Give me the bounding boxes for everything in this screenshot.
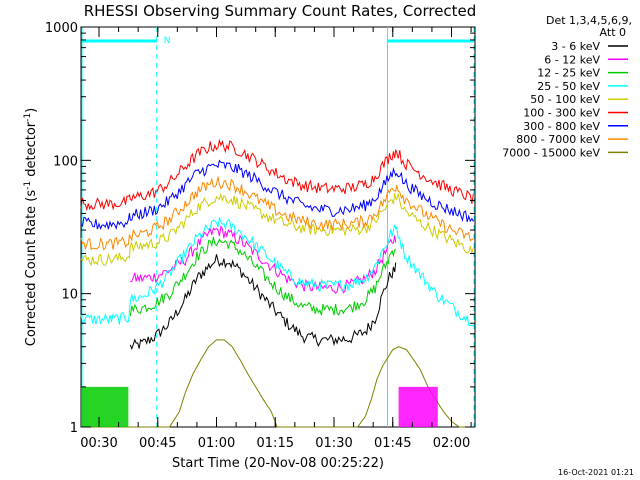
plot-frame bbox=[80, 26, 476, 428]
y-label-suffix: ) bbox=[24, 108, 39, 113]
legend-label: 50 - 100 keV bbox=[530, 93, 600, 106]
legend-label: 6 - 12 keV bbox=[544, 53, 600, 66]
legend-header-attenuator: Att 0 bbox=[600, 26, 626, 39]
x-tick-label: 02:00 bbox=[433, 436, 470, 451]
night-intervals: N bbox=[81, 27, 475, 427]
series-line-3 bbox=[80, 217, 474, 327]
y-axis-ticks: 1 10 100 1000 bbox=[45, 21, 475, 436]
legend-label: 7000 - 15000 keV bbox=[502, 146, 600, 159]
legend-label: 800 - 7000 keV bbox=[516, 133, 600, 146]
series-line-8 bbox=[81, 339, 474, 428]
series-line-5 bbox=[80, 138, 474, 212]
x-tick-label: 01:45 bbox=[374, 436, 411, 451]
y-label-mid: detector bbox=[24, 121, 39, 181]
series-line-6 bbox=[80, 159, 474, 231]
y-tick-label: 100 bbox=[53, 154, 78, 169]
generation-timestamp: 16-Oct-2021 01:21 bbox=[558, 468, 634, 477]
chart-title: RHESSI Observing Summary Count Rates, Co… bbox=[84, 2, 477, 20]
y-tick-label: 1 bbox=[70, 421, 78, 436]
series-line-7 bbox=[80, 176, 474, 251]
x-axis-ticks: 00:30 00:45 01:00 01:15 01:30 01:45 02:00 bbox=[80, 27, 472, 451]
y-tick-label: 10 bbox=[61, 288, 78, 303]
y-axis-label: Corrected Count Rate (s-1 detector-1) bbox=[23, 108, 39, 346]
night-label: N bbox=[164, 36, 171, 46]
y-tick-label: 1000 bbox=[45, 21, 78, 36]
legend-label: 12 - 25 keV bbox=[537, 67, 600, 80]
legend-label: 3 - 6 keV bbox=[551, 40, 600, 53]
series-line-2 bbox=[129, 236, 397, 317]
x-tick-label: 00:30 bbox=[80, 436, 117, 451]
y-label-prefix: Corrected Count Rate (s bbox=[24, 190, 39, 347]
x-tick-label: 00:45 bbox=[139, 436, 176, 451]
y-label-sup1: -1 bbox=[23, 181, 33, 190]
x-tick-label: 01:00 bbox=[198, 436, 235, 451]
series-line-0 bbox=[129, 254, 397, 351]
y-label-sup2: -1 bbox=[23, 113, 33, 122]
x-axis-label: Start Time (20-Nov-08 00:25:22) bbox=[172, 456, 384, 471]
series-line-4 bbox=[80, 192, 474, 267]
legend-label: 300 - 800 keV bbox=[523, 120, 600, 133]
legend-header-detectors: Det 1,3,4,5,6,9, bbox=[546, 14, 632, 27]
low-count-block-0 bbox=[81, 386, 129, 427]
series-lines bbox=[80, 138, 474, 428]
attenuator-blocks bbox=[81, 386, 438, 427]
legend-label: 25 - 50 keV bbox=[537, 80, 600, 93]
x-tick-label: 01:30 bbox=[315, 436, 352, 451]
legend-label: 100 - 300 keV bbox=[523, 107, 600, 120]
low-count-block-1 bbox=[398, 386, 438, 427]
x-tick-label: 01:15 bbox=[257, 436, 294, 451]
